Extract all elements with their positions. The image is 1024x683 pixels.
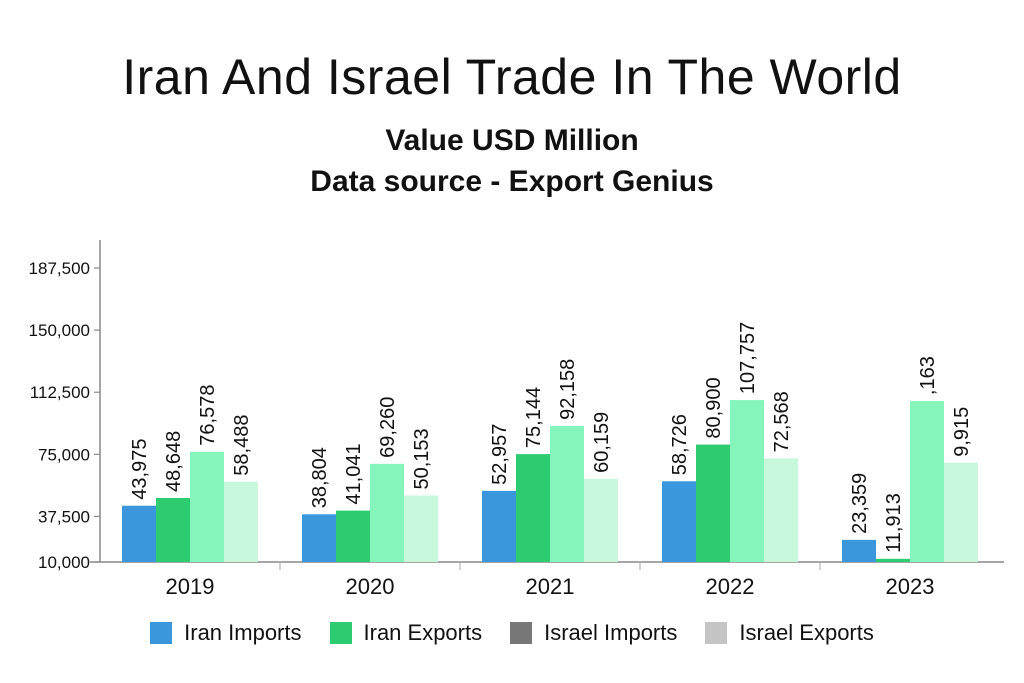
data-label: 76,578 <box>197 385 219 446</box>
bar <box>156 497 190 562</box>
bar <box>696 444 730 562</box>
data-label: 75,144 <box>523 387 545 448</box>
bar <box>764 458 798 562</box>
x-tick-label: 2019 <box>166 574 215 599</box>
bar <box>370 463 404 562</box>
data-label: 80,900 <box>703 377 725 438</box>
chart-title: Iran And Israel Trade In The World <box>122 49 902 105</box>
legend-item-iran-exports[interactable]: Iran Exports <box>329 620 483 646</box>
data-label: 48,648 <box>163 431 185 492</box>
bar <box>336 510 370 562</box>
y-tick-label: 187,500 <box>29 259 90 278</box>
chart-subtitle-units: Value USD Million <box>385 124 639 157</box>
legend-label: Israel Imports <box>544 620 678 645</box>
legend-item-israel-imports[interactable]: Israel Imports <box>510 620 677 646</box>
chart-legend: Iran Imports Iran Exports Israel Imports… <box>0 620 1024 646</box>
data-label: 43,975 <box>129 439 151 500</box>
data-label: 38,804 <box>309 447 331 508</box>
data-label: 23,359 <box>849 473 871 534</box>
legend-swatch <box>329 622 352 644</box>
data-label: 107,757 <box>737 322 759 394</box>
data-label: ,163 <box>917 356 939 395</box>
bar <box>550 425 584 562</box>
bar <box>224 481 258 562</box>
data-label: 69,260 <box>377 397 399 458</box>
data-label: 11,913 <box>883 493 905 553</box>
x-tick-label: 2023 <box>886 574 935 599</box>
data-label: 50,153 <box>411 428 433 489</box>
chart-subtitle-source: Data source - Export Genius <box>310 165 714 198</box>
y-tick-label: 10,000 <box>38 553 90 572</box>
bar <box>516 454 550 562</box>
legend-swatch <box>705 622 728 644</box>
legend-item-iran-imports[interactable]: Iran Imports <box>150 620 302 646</box>
legend-label: Iran Exports <box>363 620 483 645</box>
bar <box>482 490 516 562</box>
data-label: 9,915 <box>951 407 973 457</box>
data-label: 52,957 <box>489 424 511 485</box>
bar <box>190 451 224 562</box>
legend-label: Israel Exports <box>739 620 874 645</box>
data-label: 60,159 <box>591 412 613 473</box>
legend-item-israel-exports[interactable]: Israel Exports <box>705 620 874 646</box>
bar <box>730 400 764 562</box>
legend-swatch <box>510 622 533 644</box>
data-label: 92,158 <box>557 359 579 420</box>
bar <box>842 539 876 562</box>
legend-label: Iran Imports <box>184 620 302 645</box>
x-tick-label: 2022 <box>706 574 755 599</box>
data-label: 72,568 <box>771 391 793 452</box>
bar <box>584 478 618 562</box>
x-tick-label: 2020 <box>346 574 395 599</box>
data-label: 58,488 <box>231 415 253 476</box>
legend-swatch <box>150 622 173 644</box>
bar <box>910 401 944 562</box>
bar <box>662 481 696 562</box>
bar <box>122 505 156 562</box>
data-label: 41,041 <box>343 443 365 504</box>
bar <box>404 495 438 562</box>
y-tick-label: 75,000 <box>38 445 90 464</box>
bar <box>944 462 978 562</box>
y-tick-label: 150,000 <box>29 321 90 340</box>
bar <box>876 558 910 562</box>
x-tick-label: 2021 <box>526 574 575 599</box>
bar <box>302 514 336 562</box>
y-tick-label: 37,500 <box>38 507 90 526</box>
data-label: 58,726 <box>669 414 691 475</box>
y-tick-label: 112,500 <box>30 383 90 402</box>
